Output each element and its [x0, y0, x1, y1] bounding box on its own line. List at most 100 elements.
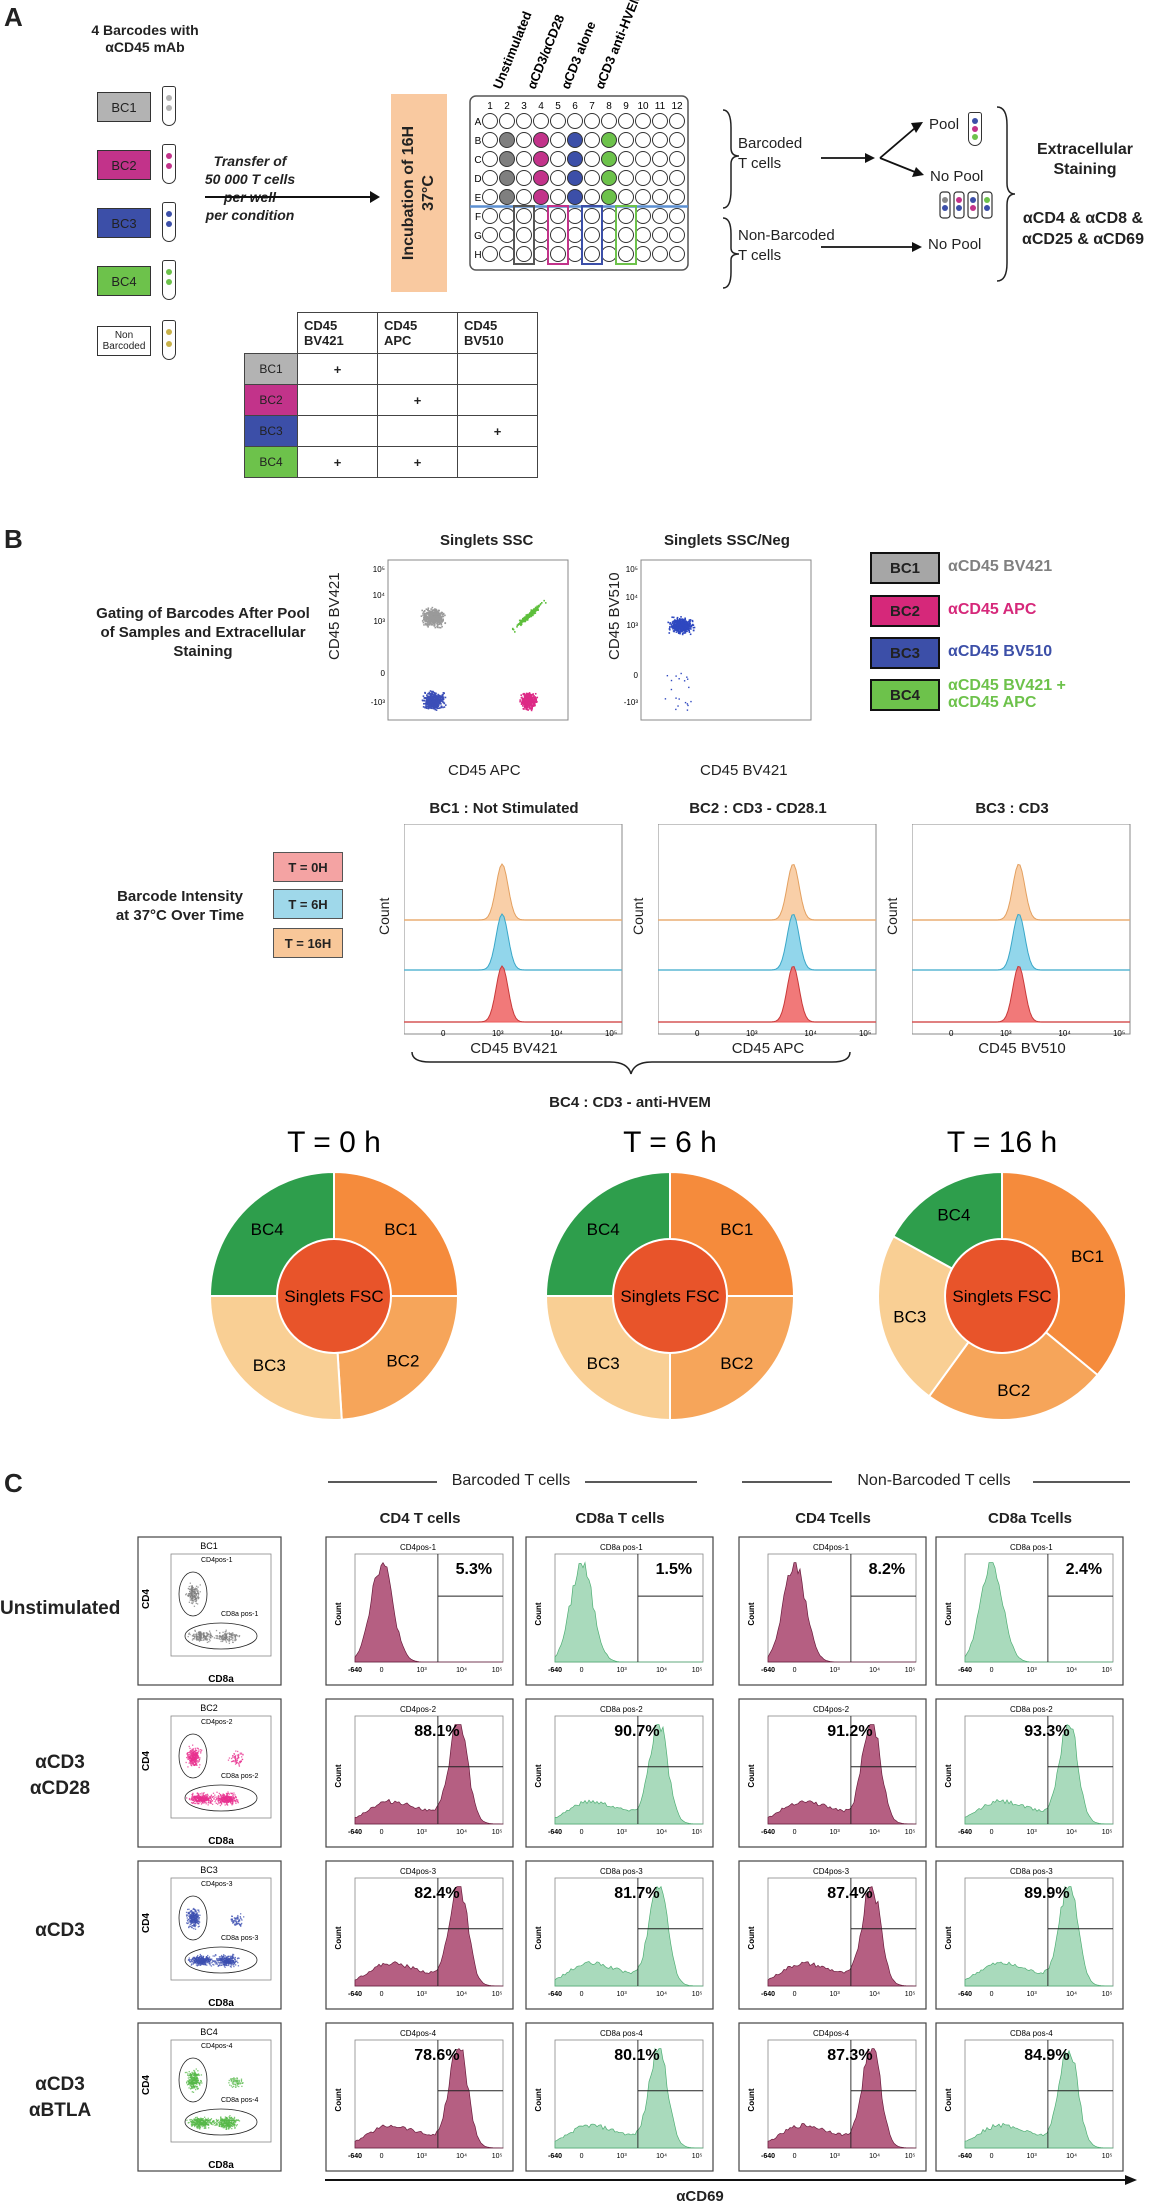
- histogram-gate-title: CD4pos-3: [400, 1867, 437, 1876]
- histogram-ylabel: Count: [747, 2088, 756, 2111]
- plate-well: [516, 151, 532, 167]
- plot-frame: [525, 1536, 714, 1686]
- donut-slice-bc2: [927, 1330, 1099, 1421]
- plate-well: [567, 227, 583, 243]
- plot-frame: [738, 1860, 927, 2010]
- tick-label: 10³: [617, 2153, 628, 2160]
- plate-col-label: 8: [606, 101, 612, 112]
- legend-box-bc1: BC1: [870, 552, 940, 584]
- plate-well: [533, 113, 549, 129]
- cd69-histogram-bc4-2: CD8a pos-4 80.1% -640 0 10³ 10⁴ 10⁵ Count: [525, 2022, 714, 2172]
- plot-frame: [935, 1698, 1124, 1848]
- plate-well: [635, 189, 651, 205]
- donut-label-bc4: BC4: [587, 1220, 620, 1239]
- table-header-row: CD45 BV421 CD45 APC CD45 BV510: [245, 312, 538, 354]
- percent-positive: 80.1%: [614, 2047, 659, 2064]
- nonbarcoded-label: Non-Barcoded T cells: [738, 227, 835, 264]
- plate-col-label: 9: [623, 101, 629, 112]
- cd69-histogram-bc2-3: CD4pos-2 91.2% -640 0 10³ 10⁴ 10⁵ Count: [738, 1698, 927, 1848]
- table-row: BC2 +: [244, 384, 538, 416]
- plate-col-label: 1: [487, 101, 493, 112]
- legend-text-bc1: αCD45 BV421: [948, 558, 1053, 575]
- nonbarcoded-well-group: [615, 205, 637, 265]
- tick-label: 10⁵: [492, 1991, 503, 1998]
- plate-well: [669, 151, 685, 167]
- plate-row-label: D: [474, 174, 481, 185]
- histogram-peak: [912, 913, 1130, 971]
- tick-label: -640: [761, 1991, 775, 1998]
- barcoded-label: Barcoded T cells: [738, 135, 803, 172]
- tick-label: -640: [761, 1829, 775, 1836]
- donut-label-bc3: BC3: [893, 1308, 926, 1327]
- dot-plot-axes: [170, 2039, 272, 2143]
- donut-slice-bc4: [208, 1170, 335, 1297]
- dot-plot-title: BC2: [200, 1703, 218, 1713]
- tick-label: -640: [958, 1667, 972, 1674]
- barcode-box-3: BC3: [97, 208, 151, 238]
- donut-slice-bc1: [669, 1170, 796, 1297]
- cd69-histogram-bc1-2: CD8a pos-1 1.5% -640 0 10³ 10⁴ 10⁵ Count: [525, 1536, 714, 1686]
- histogram-distribution: [767, 1886, 917, 1987]
- plate-well: [669, 113, 685, 129]
- histogram-distribution: [354, 1886, 504, 1987]
- legend-text-bc2: αCD45 APC: [948, 601, 1037, 618]
- tick-label: 10⁵: [1102, 1829, 1113, 1836]
- dot-plot-ylabel: CD4: [141, 2075, 152, 2095]
- histogram-gate-title: CD4pos-1: [813, 1543, 850, 1552]
- plate-well: [516, 189, 532, 205]
- row-label-1: Unstimulated: [0, 1598, 121, 1619]
- percent-positive: 84.9%: [1024, 2047, 1069, 2064]
- donut-slice-bc3: [544, 1295, 671, 1422]
- dot-plot-xlabel: CD8a: [208, 1674, 234, 1685]
- dot-plot-axes: [170, 1553, 272, 1657]
- plate-col-label: 12: [671, 101, 683, 112]
- plate-well: [601, 113, 617, 129]
- dot-plot-ylabel: CD4: [141, 1913, 152, 1933]
- dot-plot-bc4: BC4 CD4pos-4 CD8a pos-4 CD8a CD4: [137, 2022, 282, 2172]
- plate-well: [652, 132, 668, 148]
- tick-label: -640: [761, 2153, 775, 2160]
- donut-slice-bc1: [333, 1170, 460, 1297]
- dot-plot-xlabel: CD8a: [208, 2160, 234, 2171]
- plate-well: [635, 208, 651, 224]
- histogram-peak: [912, 863, 1130, 921]
- plate-well: [584, 246, 600, 262]
- col-header-nbc-cd8: CD8a Tcells: [988, 1510, 1072, 1527]
- tick-label: 10⁴: [373, 591, 386, 600]
- tick-label: -640: [548, 1829, 562, 1836]
- plate-well: [635, 227, 651, 243]
- histogram-distribution: [354, 1724, 504, 1825]
- plate-well: [499, 113, 515, 129]
- plate-well: [618, 227, 634, 243]
- transfer-arrow: [205, 191, 380, 203]
- tick-label: 10⁵: [373, 565, 385, 574]
- histogram-title-1: BC1 : Not Stimulated: [429, 800, 579, 817]
- plate-well: [567, 170, 583, 186]
- cd69-histogram-bc3-4: CD8a pos-3 89.9% -640 0 10³ 10⁴ 10⁵ Count: [935, 1860, 1124, 2010]
- histogram-ylabel: Count: [944, 1602, 953, 1625]
- tick-label: 10³: [492, 1029, 504, 1038]
- percent-positive: 90.7%: [614, 1723, 659, 1740]
- tick-label: 10⁴: [869, 1829, 880, 1836]
- tick-label: 10⁴: [869, 2153, 880, 2160]
- histogram-gate-title: CD8a pos-2: [600, 1705, 643, 1714]
- tick-label: 10⁵: [905, 2153, 916, 2160]
- tick-label: 10⁴: [456, 1829, 467, 1836]
- plate-well: [482, 246, 498, 262]
- tick-label: 10⁴: [869, 1991, 880, 1998]
- legend-box-bc3: BC3: [870, 637, 940, 669]
- plot-frame: [325, 1536, 514, 1686]
- histogram-ylabel: Count: [747, 1926, 756, 1949]
- barcode-box-1: BC1: [97, 92, 151, 122]
- histogram-ylabel-1: Count: [376, 897, 392, 935]
- panel-b-letter: B: [4, 524, 23, 554]
- plate-well: [601, 246, 617, 262]
- incubation-box: Incubation of 16H 37°C: [391, 94, 447, 292]
- gate-cd8: [184, 2108, 258, 2136]
- plate-row-label: G: [474, 231, 482, 242]
- tick-label: 0: [580, 1667, 584, 1674]
- barcode-box-5: Non Barcoded: [97, 326, 151, 356]
- tick-label: -640: [958, 1829, 972, 1836]
- nopool-label-1: No Pool: [930, 168, 984, 185]
- tube-dot: [166, 279, 172, 285]
